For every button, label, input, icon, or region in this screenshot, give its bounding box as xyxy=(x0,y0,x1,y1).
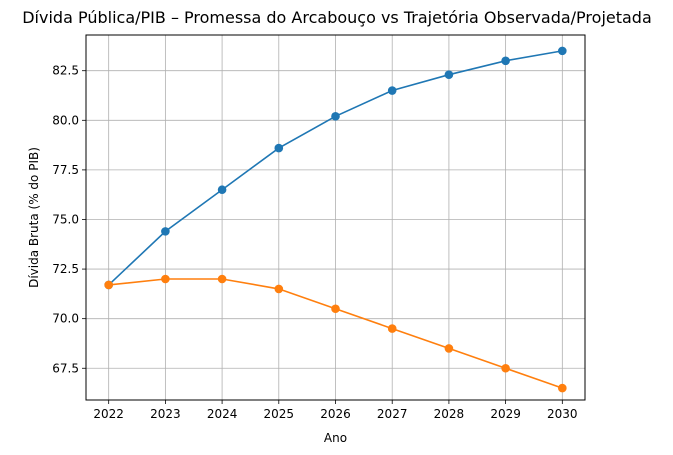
x-axis-label: Ano xyxy=(324,431,347,445)
data-point xyxy=(558,383,567,393)
data-point xyxy=(331,112,340,121)
x-tick-label: 2026 xyxy=(320,407,351,421)
x-tick-label: 2027 xyxy=(377,407,408,421)
series-2 xyxy=(104,274,567,393)
data-point xyxy=(104,280,113,290)
data-point xyxy=(274,143,284,153)
y-tick-label: 67.5 xyxy=(52,361,79,375)
y-tick-label: 70.0 xyxy=(52,312,79,326)
chart-title: Dívida Pública/PIB – Promessa do Arcabou… xyxy=(22,8,652,27)
x-axis: 2022 2023 2024 2025 2026 2027 2028 2029 2030 xyxy=(93,400,578,421)
y-tick-label: 72.5 xyxy=(52,262,79,276)
series-group xyxy=(104,46,567,393)
y-axis: 67.5 70.0 72.5 75.0 77.5 80.0 82.5 xyxy=(52,64,86,375)
data-point xyxy=(444,70,454,79)
data-point xyxy=(161,274,170,284)
data-point xyxy=(387,86,397,95)
x-tick-label: 2023 xyxy=(150,407,181,421)
x-tick-label: 2030 xyxy=(547,407,578,421)
y-tick-label: 77.5 xyxy=(52,163,79,177)
x-tick-label: 2022 xyxy=(93,407,124,421)
data-point xyxy=(444,344,454,353)
y-tick-label: 75.0 xyxy=(52,212,79,226)
y-tick-label: 82.5 xyxy=(52,64,79,78)
grid xyxy=(86,35,585,400)
data-point xyxy=(387,324,397,333)
x-tick-label: 2024 xyxy=(207,407,238,421)
x-tick-label: 2029 xyxy=(490,407,521,421)
data-point xyxy=(558,46,567,56)
data-point xyxy=(217,274,227,284)
data-point xyxy=(501,363,510,373)
x-tick-label: 2028 xyxy=(434,407,465,421)
data-point xyxy=(331,304,340,314)
data-point xyxy=(501,56,510,66)
data-point xyxy=(217,185,227,195)
data-point xyxy=(274,284,284,294)
y-axis-label: Dívida Bruta (% do PIB) xyxy=(27,147,41,288)
x-tick-label: 2025 xyxy=(264,407,295,421)
y-tick-label: 80.0 xyxy=(52,113,79,127)
data-point xyxy=(161,227,170,236)
